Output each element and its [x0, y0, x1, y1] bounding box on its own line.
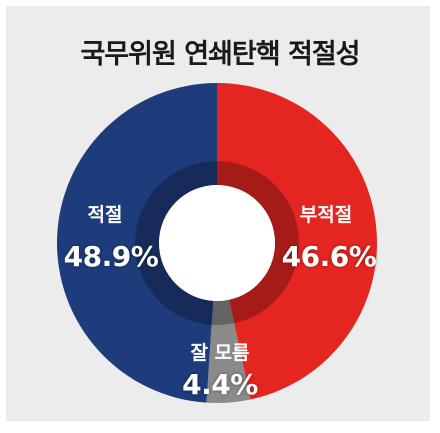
slice-unsure-inner-shade [211, 299, 235, 325]
slice-label-inappropriate: 부적절 [299, 204, 353, 226]
donut-slices [57, 83, 377, 403]
slice-appropriate-inner-shade [134, 161, 217, 325]
slice-value-inappropriate: 46.6% [281, 240, 377, 273]
donut-hole [159, 185, 275, 301]
slice-unsure [206, 299, 251, 403]
slice-label-appropriate: 적절 [87, 204, 123, 226]
slice-value-appropriate: 48.9% [63, 240, 159, 273]
chart-title: 국무위원 연쇄탄핵 적절성 [80, 39, 360, 70]
slice-inappropriate-inner-shade [217, 161, 299, 324]
slice-value-unsure: 4.4% [182, 368, 258, 401]
slice-label-unsure: 잘 모름 [190, 342, 250, 364]
